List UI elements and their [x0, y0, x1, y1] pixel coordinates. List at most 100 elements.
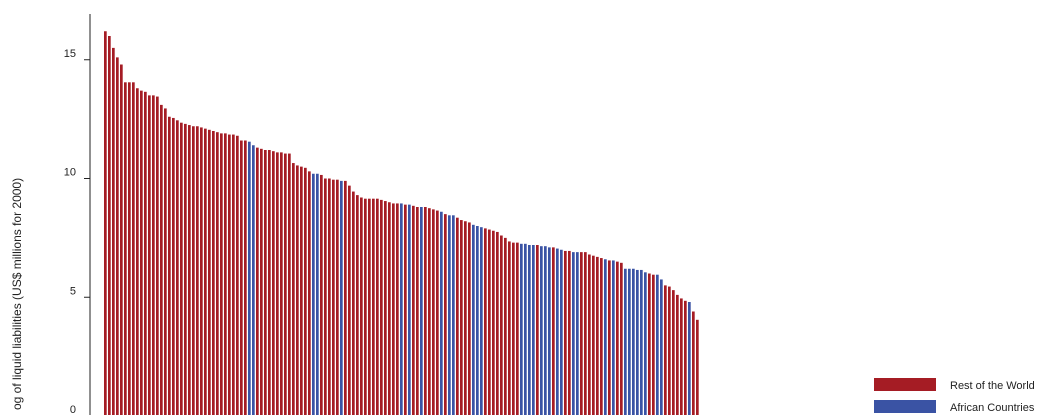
bar [664, 285, 667, 415]
bar [212, 131, 215, 415]
bar [300, 166, 303, 415]
bar [680, 298, 683, 415]
bar [676, 294, 679, 415]
bar [280, 152, 283, 415]
bar [360, 197, 363, 415]
bar [480, 227, 483, 415]
bar [288, 153, 291, 415]
bar [376, 198, 379, 415]
bar [412, 205, 415, 415]
bar [152, 95, 155, 415]
bar [464, 221, 467, 415]
bar [248, 141, 251, 415]
bar [344, 180, 347, 415]
bar [392, 203, 395, 415]
bar [184, 123, 187, 415]
bar [196, 126, 199, 415]
bar [148, 95, 151, 415]
bar [544, 246, 547, 415]
bar [324, 178, 327, 415]
bars-layer [104, 31, 699, 415]
bar [604, 259, 607, 415]
bar [484, 228, 487, 415]
bar [372, 198, 375, 415]
bar [144, 91, 147, 415]
bar [160, 104, 163, 415]
bar [356, 195, 359, 415]
bar [692, 311, 695, 415]
bar [440, 211, 443, 415]
bar [264, 150, 267, 415]
bar [216, 132, 219, 415]
bar [624, 268, 627, 415]
bar [432, 209, 435, 415]
y-tick-label: 0 [70, 404, 76, 415]
bar [192, 126, 195, 415]
legend-swatch [874, 400, 936, 413]
bar [124, 82, 127, 415]
bar [172, 117, 175, 415]
bar [220, 133, 223, 415]
bar [652, 274, 655, 415]
bar [556, 248, 559, 415]
bar [644, 272, 647, 415]
bar [292, 163, 295, 415]
bar [584, 252, 587, 415]
bar [404, 204, 407, 415]
bar [540, 246, 543, 415]
bar [224, 133, 227, 415]
bar [620, 262, 623, 415]
bar [132, 82, 135, 415]
bar [648, 273, 651, 415]
bar [564, 250, 567, 415]
bar [108, 36, 111, 415]
bar [668, 286, 671, 415]
bar [524, 243, 527, 415]
legend: Rest of the World African Countries [874, 378, 1035, 414]
bar [520, 243, 523, 415]
y-tick-label: 5 [70, 285, 76, 297]
bar [612, 260, 615, 415]
bar [208, 129, 211, 415]
bar [576, 252, 579, 415]
bar [496, 231, 499, 415]
bar [364, 198, 367, 415]
bar [276, 152, 279, 415]
bar [268, 150, 271, 415]
bar [232, 134, 235, 415]
bar [252, 145, 255, 415]
bar [508, 241, 511, 415]
bar [428, 208, 431, 415]
bar [616, 261, 619, 415]
legend-label: Rest of the World [950, 380, 1035, 392]
bar [696, 319, 699, 415]
bar [560, 249, 563, 415]
bar [400, 203, 403, 415]
bar [516, 242, 519, 415]
bar [504, 237, 507, 415]
bar [180, 122, 183, 415]
bar [136, 88, 139, 415]
bar [256, 147, 259, 415]
bar [320, 174, 323, 415]
bar [104, 31, 107, 415]
y-tick-label: 15 [64, 48, 76, 60]
bar [260, 148, 263, 415]
bar [156, 96, 159, 415]
legend-label: African Countries [950, 402, 1035, 414]
bar [472, 224, 475, 415]
bar [476, 226, 479, 415]
bar [128, 82, 131, 415]
bar [660, 279, 663, 415]
bar [572, 252, 575, 415]
bar [568, 250, 571, 415]
bar [272, 151, 275, 415]
bar [460, 220, 463, 415]
bar [420, 207, 423, 415]
bar [684, 300, 687, 415]
bar [380, 199, 383, 415]
bar [200, 127, 203, 415]
bar [332, 179, 335, 415]
y-ticks: 0 5 10 15 [64, 48, 90, 415]
y-tick-label: 10 [64, 167, 76, 179]
